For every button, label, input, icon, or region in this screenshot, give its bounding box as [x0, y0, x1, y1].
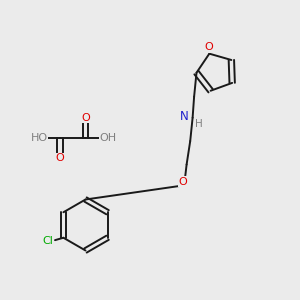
- Text: HO: HO: [30, 133, 48, 143]
- Text: O: O: [178, 177, 188, 187]
- Text: O: O: [56, 153, 64, 164]
- Text: O: O: [204, 42, 213, 52]
- Text: OH: OH: [99, 133, 117, 143]
- Text: N: N: [180, 110, 189, 123]
- Text: Cl: Cl: [42, 236, 53, 246]
- Text: H: H: [195, 119, 203, 129]
- Text: O: O: [81, 112, 90, 123]
